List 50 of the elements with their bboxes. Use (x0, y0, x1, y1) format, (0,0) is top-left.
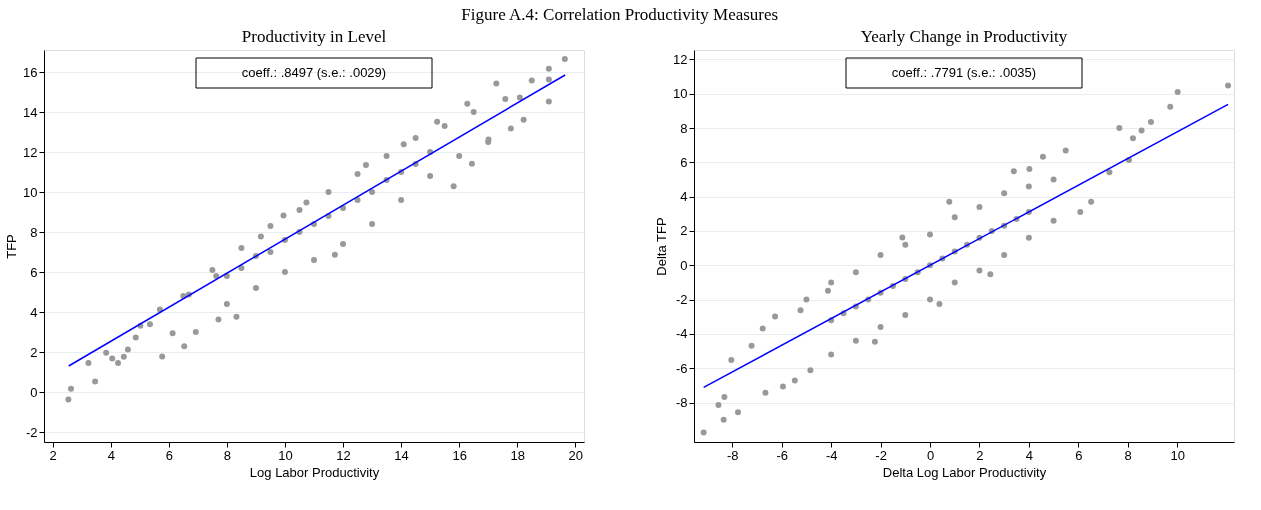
x-tick-label: 10 (1170, 447, 1185, 463)
y-tick-label: 12 (23, 144, 38, 160)
y-tick-label: 14 (23, 104, 38, 120)
y-tick-label: 2 (680, 223, 688, 239)
y-tick-label: 6 (680, 154, 688, 170)
y-tick-label: -2 (675, 292, 688, 308)
y-tick-label: 2 (30, 344, 38, 360)
chart-subtitle: Yearly Change in Productivity (860, 27, 1068, 46)
x-tick-label: 2 (976, 447, 984, 463)
y-tick-label: -6 (675, 360, 688, 376)
x-tick-label: -4 (825, 447, 838, 463)
x-tick-label: 0 (926, 447, 935, 463)
y-axis-title: TFP (4, 234, 20, 259)
x-tick-label: -6 (776, 447, 789, 463)
text: Figure A.4: Correlation Productivity Measures (461, 4, 779, 24)
y-tick-label: 10 (673, 86, 688, 102)
y-tick-label: 12 (673, 51, 688, 67)
x-tick-label: 8 (223, 447, 232, 463)
x-axis-title: Delta Log Labor Productivity (882, 464, 1047, 480)
x-tick-label: 10 (278, 447, 293, 463)
x-tick-label: 16 (452, 447, 467, 463)
y-tick-label: -2 (25, 424, 38, 440)
y-axis-title: Delta TFP (654, 217, 670, 276)
y-tick-label: 4 (30, 304, 38, 320)
x-tick-label: -2 (875, 447, 887, 463)
y-tick-label: 8 (30, 224, 38, 240)
x-tick-label: 18 (510, 447, 525, 463)
chart-subtitle: Productivity in Level (241, 27, 387, 46)
x-tick-label: 20 (568, 447, 584, 463)
x-tick-label: 4 (1025, 447, 1033, 463)
x-tick-label: -8 (727, 447, 739, 463)
x-tick-label: 4 (107, 447, 115, 463)
y-tick-label: -4 (675, 326, 688, 342)
y-tick-label: 16 (23, 64, 38, 80)
x-tick-label: 14 (394, 447, 409, 463)
y-tick-label: 6 (30, 264, 38, 280)
y-tick-label: 10 (23, 184, 38, 200)
x-axis-title: Log Labor Productivity (249, 464, 380, 480)
y-tick-label: 0 (30, 384, 38, 400)
y-tick-label: 0 (680, 257, 688, 273)
annotation: coeff.: .7791 (s.e.: .0035) (891, 65, 1037, 80)
x-tick-label: 6 (1075, 447, 1083, 463)
y-tick-label: 8 (680, 120, 688, 136)
x-tick-label: 2 (49, 447, 57, 463)
x-tick-label: 6 (165, 447, 173, 463)
x-tick-label: 8 (1124, 447, 1132, 463)
y-tick-label: 4 (680, 189, 688, 205)
annotation: coeff.: .8497 (s.e.: .0029) (241, 65, 387, 80)
y-tick-label: -8 (675, 395, 688, 411)
x-tick-label: 12 (336, 447, 351, 463)
